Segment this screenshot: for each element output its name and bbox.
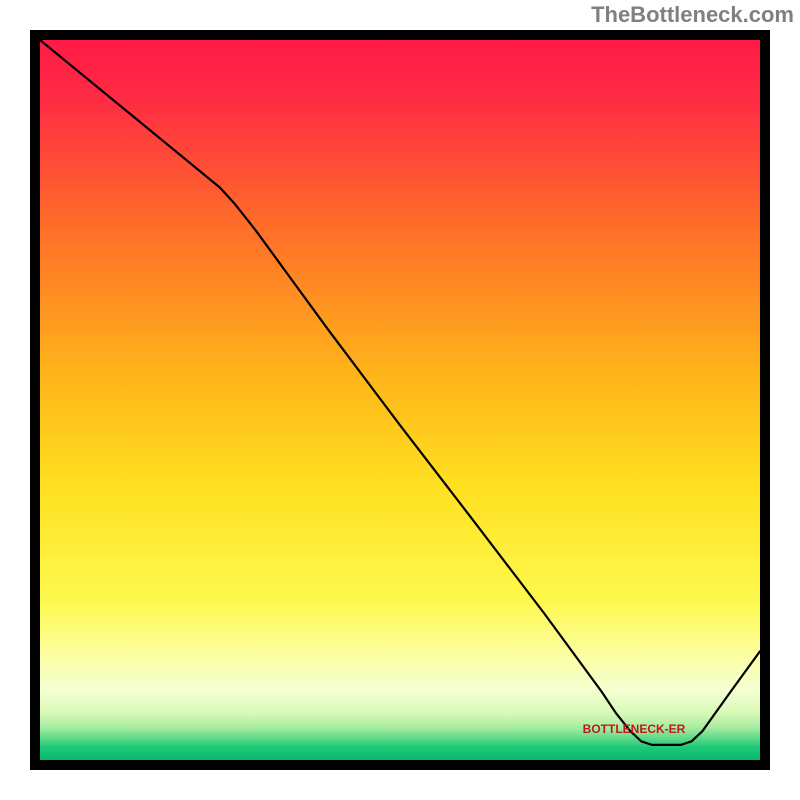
plot-area: BOTTLENECK-ER <box>40 40 760 760</box>
series-label: BOTTLENECK-ER <box>583 722 686 736</box>
watermark-text: TheBottleneck.com <box>591 2 794 28</box>
plot-frame-left <box>30 30 40 770</box>
plot-frame-bottom <box>30 760 770 770</box>
plot-frame-top <box>30 30 770 40</box>
chart-svg <box>40 40 760 760</box>
plot-frame-right <box>760 30 770 770</box>
series-line <box>40 40 760 745</box>
